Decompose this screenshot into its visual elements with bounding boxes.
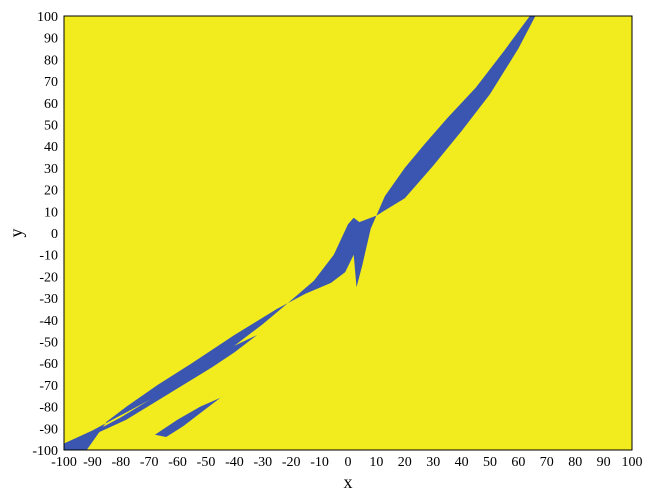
y-tick-label: 0	[51, 227, 58, 242]
y-tick-label: -10	[39, 249, 58, 264]
y-tick-label: 40	[44, 140, 58, 155]
y-tick-label: 70	[44, 75, 58, 90]
x-tick-label: -40	[225, 455, 244, 470]
x-tick-label: 40	[455, 455, 469, 470]
x-tick-label: 0	[345, 455, 352, 470]
y-tick-label: -20	[39, 270, 58, 285]
y-tick-label: 20	[44, 184, 58, 199]
y-tick-label: 10	[44, 205, 58, 220]
y-tick-label: -60	[39, 357, 58, 372]
x-tick-label: 60	[511, 455, 525, 470]
y-tick-label: 60	[44, 97, 58, 112]
region-basin-speckle	[154, 393, 226, 437]
x-tick-label: -20	[282, 455, 301, 470]
y-tick-label: -90	[39, 422, 58, 437]
y-tick-label: -70	[39, 379, 58, 394]
x-tick-label: 90	[597, 455, 611, 470]
x-tick-label: 100	[622, 455, 643, 470]
y-axis-label: y	[6, 229, 26, 238]
y-tick-label: -40	[39, 314, 58, 329]
y-tick-label: -50	[39, 336, 58, 351]
x-tick-label: -100	[51, 455, 77, 470]
region-basin-lower-band	[72, 335, 258, 448]
x-tick-label: -50	[197, 455, 216, 470]
x-tick-label: 80	[568, 455, 582, 470]
x-axis-label: x	[344, 472, 353, 492]
y-tick-label: -80	[39, 401, 58, 416]
y-tick-label: 90	[44, 32, 58, 47]
x-tick-label: -90	[83, 455, 102, 470]
y-tick-labels: 1009080706050403020100-10-20-30-40-50-60…	[32, 10, 58, 459]
x-tick-label: -30	[253, 455, 272, 470]
x-tick-label: 10	[369, 455, 383, 470]
x-tick-labels: -100 -90 -80 -70 -60 -50 -40 -30 -20 -10 0 10 20 30 40…	[51, 455, 642, 470]
plot-frame	[63, 15, 633, 451]
x-tick-label: -10	[310, 455, 329, 470]
y-tick-label: 30	[44, 162, 58, 177]
x-tick-label: 20	[398, 455, 412, 470]
x-tick-label: 30	[426, 455, 440, 470]
x-tick-label: 70	[540, 455, 554, 470]
y-tick-label: 80	[44, 53, 58, 68]
y-tick-label: -100	[32, 444, 58, 459]
x-tick-label: -80	[111, 455, 130, 470]
x-tick-label: -60	[168, 455, 187, 470]
basin-regions	[64, 16, 536, 450]
x-tick-label: 50	[483, 455, 497, 470]
x-tick-label: -70	[140, 455, 159, 470]
y-tick-label: 100	[37, 10, 58, 25]
y-tick-label: -30	[39, 292, 58, 307]
y-tick-label: 50	[44, 119, 58, 134]
